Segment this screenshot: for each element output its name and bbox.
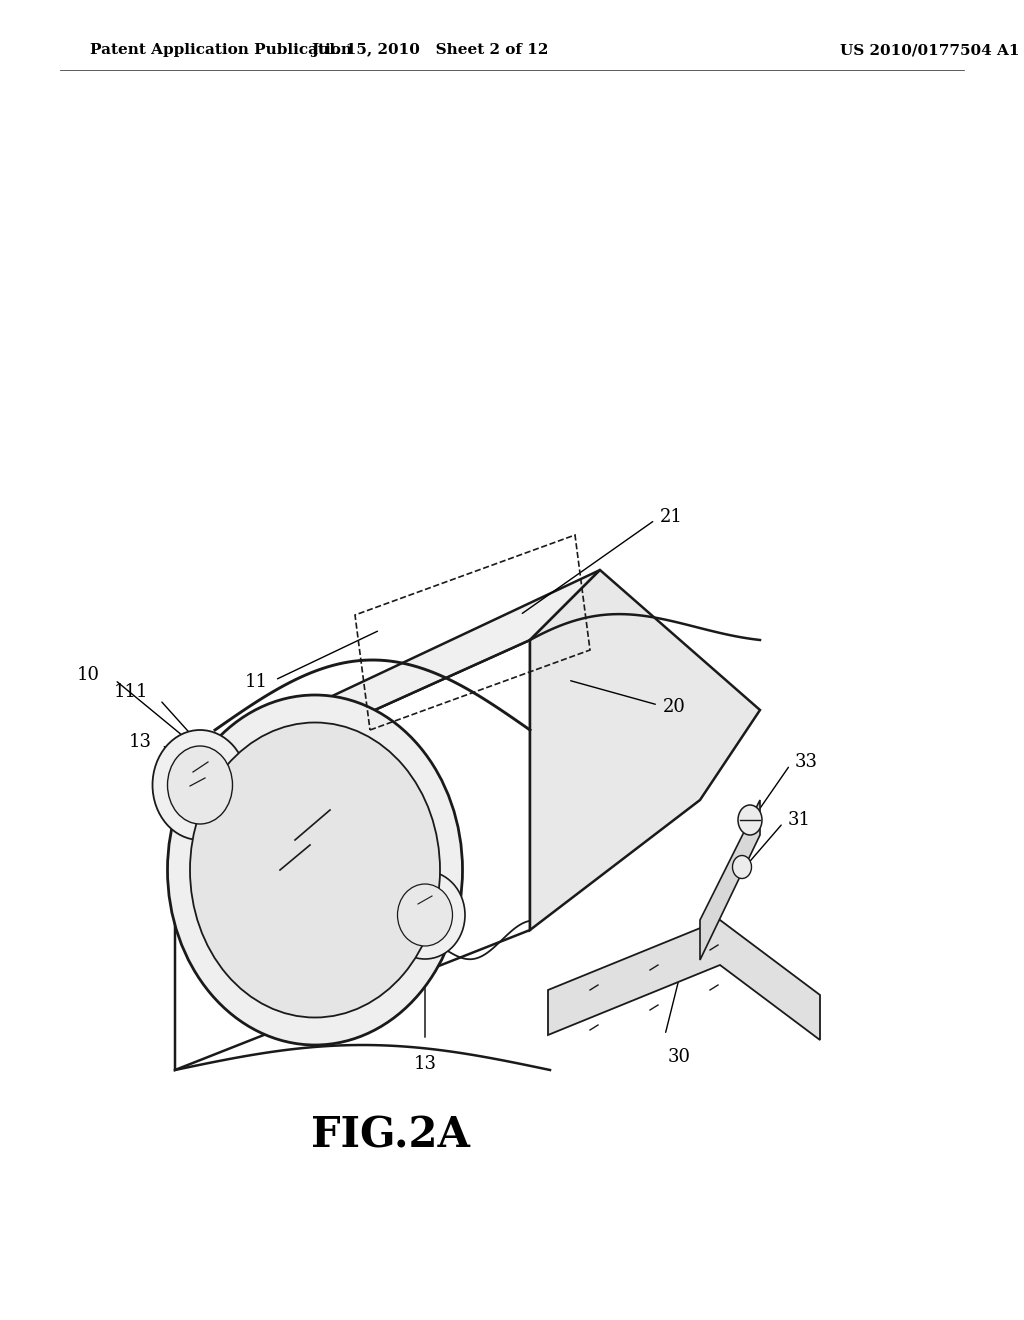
Ellipse shape (397, 884, 453, 946)
Text: 33: 33 (795, 752, 818, 771)
Text: 10: 10 (77, 667, 100, 684)
Text: FIG.2A: FIG.2A (310, 1114, 469, 1156)
Ellipse shape (190, 722, 440, 1018)
Text: 13: 13 (414, 1055, 436, 1073)
Ellipse shape (153, 730, 248, 840)
Text: 21: 21 (660, 508, 683, 525)
Text: Patent Application Publication: Patent Application Publication (90, 44, 352, 57)
Polygon shape (548, 920, 820, 1040)
Text: 20: 20 (663, 698, 686, 715)
Ellipse shape (168, 746, 232, 824)
Text: Jul. 15, 2010   Sheet 2 of 12: Jul. 15, 2010 Sheet 2 of 12 (311, 44, 549, 57)
Text: 111: 111 (114, 682, 148, 701)
Polygon shape (175, 570, 600, 800)
Ellipse shape (168, 696, 463, 1045)
Text: 31: 31 (788, 810, 811, 829)
Ellipse shape (385, 871, 465, 960)
Polygon shape (700, 800, 760, 960)
Text: 30: 30 (668, 1048, 691, 1067)
Ellipse shape (738, 805, 762, 836)
Text: 11: 11 (245, 673, 268, 690)
Ellipse shape (732, 855, 752, 879)
Text: 13: 13 (129, 733, 152, 751)
Polygon shape (175, 640, 530, 1071)
Polygon shape (530, 570, 760, 931)
Text: US 2010/0177504 A1: US 2010/0177504 A1 (840, 44, 1020, 57)
